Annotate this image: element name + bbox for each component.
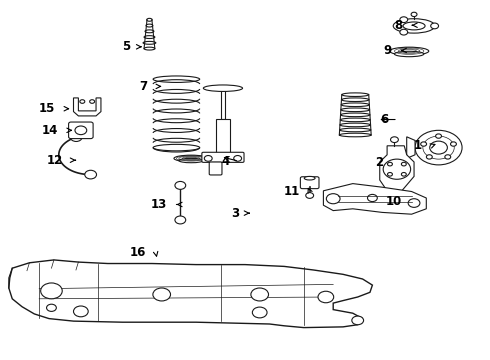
Ellipse shape xyxy=(144,47,155,50)
Ellipse shape xyxy=(341,103,369,107)
Ellipse shape xyxy=(342,98,369,102)
Circle shape xyxy=(251,288,269,301)
Ellipse shape xyxy=(147,18,152,21)
Text: 14: 14 xyxy=(42,124,58,137)
Circle shape xyxy=(368,194,377,202)
Polygon shape xyxy=(323,184,426,214)
Text: 13: 13 xyxy=(150,198,167,211)
Polygon shape xyxy=(9,260,372,328)
Circle shape xyxy=(175,181,186,189)
Text: 1: 1 xyxy=(413,139,421,152)
Ellipse shape xyxy=(340,123,370,127)
Text: 5: 5 xyxy=(122,40,130,53)
Circle shape xyxy=(450,142,456,146)
Ellipse shape xyxy=(394,51,424,57)
Circle shape xyxy=(411,12,417,17)
Text: 11: 11 xyxy=(284,185,300,198)
Ellipse shape xyxy=(153,144,200,151)
Circle shape xyxy=(234,156,242,161)
FancyBboxPatch shape xyxy=(209,162,222,175)
FancyBboxPatch shape xyxy=(220,86,225,119)
Circle shape xyxy=(175,216,186,224)
Ellipse shape xyxy=(393,19,435,33)
Circle shape xyxy=(426,155,432,159)
Ellipse shape xyxy=(174,155,208,162)
Circle shape xyxy=(383,159,411,179)
Circle shape xyxy=(90,100,95,103)
Text: 15: 15 xyxy=(39,102,55,115)
Circle shape xyxy=(436,134,441,138)
Ellipse shape xyxy=(341,113,370,117)
Ellipse shape xyxy=(143,41,156,44)
Circle shape xyxy=(153,288,171,301)
Ellipse shape xyxy=(390,47,429,55)
Circle shape xyxy=(401,162,406,166)
FancyBboxPatch shape xyxy=(202,152,244,162)
FancyBboxPatch shape xyxy=(300,177,319,189)
Ellipse shape xyxy=(339,133,371,137)
Circle shape xyxy=(445,155,451,159)
Circle shape xyxy=(306,193,314,198)
Polygon shape xyxy=(74,98,101,116)
Circle shape xyxy=(408,199,420,207)
Circle shape xyxy=(415,130,462,165)
Ellipse shape xyxy=(341,108,369,112)
Circle shape xyxy=(80,100,85,103)
Circle shape xyxy=(391,137,398,143)
Circle shape xyxy=(204,156,212,161)
Ellipse shape xyxy=(153,76,200,82)
Text: 10: 10 xyxy=(386,195,402,208)
Text: 16: 16 xyxy=(130,246,146,259)
Text: 6: 6 xyxy=(380,113,388,126)
Circle shape xyxy=(75,126,87,135)
Ellipse shape xyxy=(145,30,154,33)
Circle shape xyxy=(400,17,408,23)
Text: 7: 7 xyxy=(139,80,147,93)
Ellipse shape xyxy=(179,158,203,163)
Ellipse shape xyxy=(203,85,243,91)
Circle shape xyxy=(421,142,427,146)
Ellipse shape xyxy=(146,24,153,27)
Text: 2: 2 xyxy=(375,156,383,169)
Ellipse shape xyxy=(340,118,370,122)
Circle shape xyxy=(318,291,334,303)
Circle shape xyxy=(388,172,392,176)
Text: 3: 3 xyxy=(231,207,239,220)
Circle shape xyxy=(401,172,406,176)
Circle shape xyxy=(430,141,447,154)
Circle shape xyxy=(400,29,408,35)
Circle shape xyxy=(388,162,392,166)
Circle shape xyxy=(41,283,62,299)
Circle shape xyxy=(85,170,97,179)
Circle shape xyxy=(47,304,56,311)
Text: 8: 8 xyxy=(394,19,403,32)
FancyBboxPatch shape xyxy=(69,122,93,139)
FancyBboxPatch shape xyxy=(216,119,230,155)
Text: 12: 12 xyxy=(47,154,63,167)
Circle shape xyxy=(252,307,267,318)
Circle shape xyxy=(431,23,439,29)
Circle shape xyxy=(74,306,88,317)
Ellipse shape xyxy=(340,128,371,132)
Circle shape xyxy=(352,316,364,325)
Text: 9: 9 xyxy=(384,44,392,57)
Circle shape xyxy=(70,133,82,141)
Circle shape xyxy=(326,194,340,204)
Polygon shape xyxy=(407,137,415,158)
Ellipse shape xyxy=(144,36,155,39)
Polygon shape xyxy=(380,146,414,191)
Ellipse shape xyxy=(304,176,315,180)
Ellipse shape xyxy=(403,22,425,30)
Ellipse shape xyxy=(342,93,369,96)
Text: 4: 4 xyxy=(221,155,229,168)
